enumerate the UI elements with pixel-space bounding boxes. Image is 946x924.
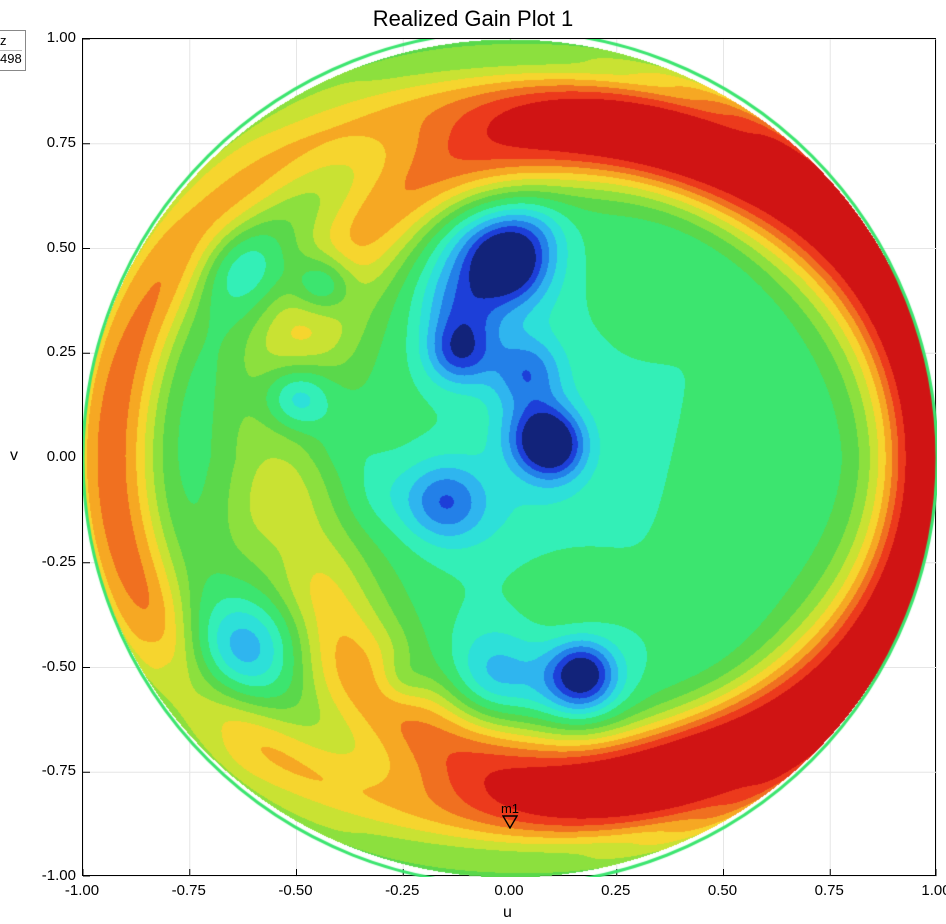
- y-tick-label: -0.50: [34, 658, 76, 675]
- y-tick-label: 0.00: [34, 448, 76, 465]
- x-tick-label: 0.00: [489, 882, 529, 899]
- legend-fragment: z 498: [0, 30, 26, 71]
- contour-surface: [83, 39, 937, 877]
- marker-label: m1: [498, 801, 522, 816]
- y-tick-label: 0.50: [34, 239, 76, 256]
- x-tick-label: 1.00: [916, 882, 946, 899]
- x-tick-label: 0.75: [809, 882, 849, 899]
- x-tick-label: -0.75: [169, 882, 209, 899]
- x-tick-label: -1.00: [62, 882, 102, 899]
- y-tick-label: 0.75: [34, 134, 76, 151]
- x-tick-label: 0.25: [596, 882, 636, 899]
- chart-container: Realized Gain Plot 1 z 498 m1 u v -1.00-…: [0, 0, 946, 924]
- legend-fragment-line: 498: [0, 50, 22, 68]
- x-axis-label: u: [503, 904, 512, 922]
- y-tick-label: 1.00: [34, 29, 76, 46]
- y-tick-label: -0.25: [34, 553, 76, 570]
- x-tick-label: -0.50: [276, 882, 316, 899]
- x-tick-label: 0.50: [703, 882, 743, 899]
- marker-triangle-down-icon: [502, 815, 518, 829]
- x-tick-label: -0.25: [382, 882, 422, 899]
- y-tick-label: 0.25: [34, 343, 76, 360]
- y-axis-label: v: [10, 447, 18, 465]
- legend-fragment-line: z: [0, 33, 22, 50]
- plot-area[interactable]: m1: [82, 38, 936, 876]
- y-tick-label: -1.00: [34, 867, 76, 884]
- y-tick-label: -0.75: [34, 762, 76, 779]
- chart-title: Realized Gain Plot 1: [0, 6, 946, 32]
